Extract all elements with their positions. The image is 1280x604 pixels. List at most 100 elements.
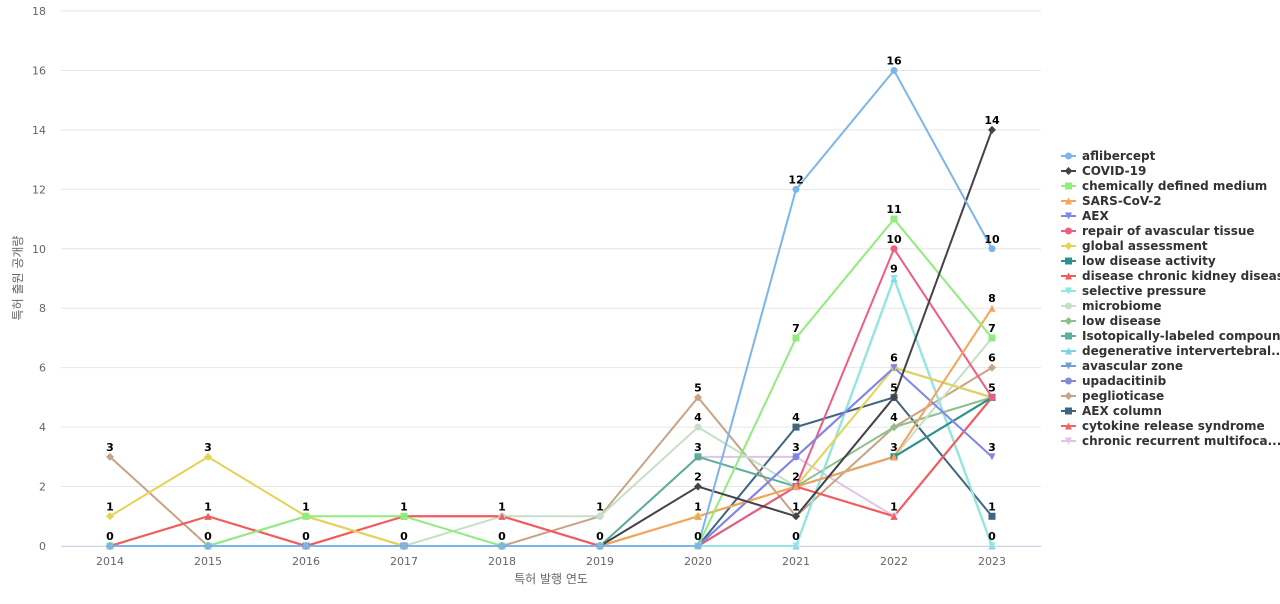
legend-item-disease-chronic-kidney-disease[interactable]: disease chronic kidney disease <box>1061 269 1280 283</box>
data-labels: 3103101010101054321012743210161110965431… <box>106 54 1000 543</box>
legend-marker <box>1064 317 1073 325</box>
data-label: 1 <box>596 500 604 513</box>
legend-label: AEX column <box>1082 404 1162 418</box>
legend-label: global assessment <box>1082 239 1208 253</box>
data-point-peglioticase <box>106 452 114 461</box>
legend-marker <box>1065 377 1072 385</box>
series-line-low-disease <box>110 396 993 547</box>
legend-item-avascular-zone[interactable]: avascular zone <box>1061 359 1183 373</box>
data-point-aex <box>890 364 898 372</box>
data-point-aflibercept <box>302 542 310 550</box>
legend-item-aflibercept[interactable]: aflibercept <box>1061 149 1156 163</box>
data-point-chemically-defined-medium <box>400 512 408 520</box>
x-tick-label: 2017 <box>390 555 418 568</box>
data-label: 3 <box>694 441 702 454</box>
x-tick-label: 2023 <box>978 555 1006 568</box>
data-point-covid-19 <box>694 482 702 491</box>
legend-item-isotopically-labeled-compound[interactable]: Isotopically-labeled compound <box>1061 329 1280 343</box>
legend-marker <box>1064 392 1073 400</box>
legend-marker <box>1065 287 1072 295</box>
data-label: 3 <box>204 441 212 454</box>
legend-item-chronic-recurrent-multifoca[interactable]: chronic recurrent multifoca... <box>1061 434 1280 448</box>
data-point-sars-cov-2 <box>694 512 702 520</box>
legend-label: aflibercept <box>1082 149 1156 163</box>
series-line-peglioticase <box>109 366 993 547</box>
x-tick-label: 2018 <box>488 555 516 568</box>
data-label: 1 <box>204 500 212 513</box>
legend-item-microbiome[interactable]: microbiome <box>1061 299 1161 313</box>
data-label: 10 <box>984 233 1000 246</box>
data-label: 1 <box>694 500 702 513</box>
series-line-aex-column <box>110 396 993 547</box>
series-line-microbiome <box>110 337 993 547</box>
x-tick-label: 2022 <box>880 555 908 568</box>
legend-item-upadacitinib[interactable]: upadacitinib <box>1061 374 1167 388</box>
data-point-aflibercept <box>988 245 996 253</box>
data-point-sars-cov-2 <box>988 304 996 312</box>
data-label: 2 <box>792 471 800 484</box>
data-point-disease-chronic-kidney-disease <box>204 512 212 520</box>
y-tick-label: 0 <box>39 540 46 553</box>
data-label: 1 <box>792 500 800 513</box>
x-axis-title: 특허 발행 연도 <box>514 571 588 586</box>
legend-item-low-disease[interactable]: low disease <box>1061 314 1161 328</box>
data-point-peglioticase <box>694 393 702 402</box>
legend-marker <box>1065 212 1072 220</box>
x-tick-label: 2014 <box>96 555 124 568</box>
data-label: 7 <box>792 322 800 335</box>
series-line-aflibercept <box>110 69 993 547</box>
legend-label: low disease activity <box>1082 254 1216 268</box>
legend-item-chemically-defined-medium[interactable]: chemically defined medium <box>1061 179 1267 193</box>
data-point-global-assessment <box>204 452 212 461</box>
legend-marker <box>1065 152 1072 160</box>
data-label: 9 <box>890 263 898 276</box>
y-tick-label: 16 <box>32 64 46 77</box>
legend-item-covid-19[interactable]: COVID-19 <box>1061 164 1146 178</box>
series-line-global-assessment <box>109 366 993 547</box>
legend-item-cytokine-release-syndrome[interactable]: cytokine release syndrome <box>1061 419 1265 433</box>
data-point-aflibercept <box>204 542 212 550</box>
data-point-repair-of-avascular-tissue <box>988 393 996 401</box>
legend-label: degenerative intervertebral... <box>1082 344 1280 358</box>
legend-label: selective pressure <box>1082 284 1206 298</box>
series-markers <box>106 66 996 550</box>
series-line-upadacitinib <box>110 366 993 547</box>
legend-label: upadacitinib <box>1082 374 1167 388</box>
x-tick-label: 2016 <box>292 555 320 568</box>
legend-item-aex-column[interactable]: AEX column <box>1061 404 1162 418</box>
legend-item-global-assessment[interactable]: global assessment <box>1061 239 1208 253</box>
data-label: 10 <box>886 233 902 246</box>
legend-marker <box>1065 257 1072 265</box>
data-point-aflibercept <box>106 542 114 550</box>
legend-item-low-disease-activity[interactable]: low disease activity <box>1061 254 1216 268</box>
legend-item-repair-of-avascular-tissue[interactable]: repair of avascular tissue <box>1061 224 1255 238</box>
data-point-isotopically-labeled-compound <box>694 453 702 461</box>
data-point-chemically-defined-medium <box>988 334 996 342</box>
data-label: 3 <box>988 441 996 454</box>
x-tick-label: 2019 <box>586 555 614 568</box>
legend-marker <box>1065 437 1072 445</box>
data-label: 6 <box>988 352 996 365</box>
legend-item-selective-pressure[interactable]: selective pressure <box>1061 284 1206 298</box>
data-label: 6 <box>890 352 898 365</box>
data-label: 0 <box>694 530 702 543</box>
y-tick-label: 8 <box>39 302 46 315</box>
data-point-sars-cov-2 <box>792 483 800 491</box>
legend-item-peglioticase[interactable]: peglioticase <box>1061 389 1164 403</box>
legend-item-sars-cov-2[interactable]: SARS-CoV-2 <box>1061 194 1162 208</box>
legend-item-degenerative-intervertebral[interactable]: degenerative intervertebral... <box>1061 344 1280 358</box>
legend-label: avascular zone <box>1082 359 1183 373</box>
data-point-covid-19 <box>988 125 996 134</box>
legend-item-aex[interactable]: AEX <box>1061 209 1109 223</box>
y-axis-title: 특허 출원 공개량 <box>11 236 25 321</box>
legend-label: low disease <box>1082 314 1161 328</box>
legend-marker <box>1065 302 1072 310</box>
y-tick-label: 2 <box>39 481 46 494</box>
data-label: 5 <box>694 381 702 394</box>
legend-marker <box>1065 362 1072 370</box>
data-point-microbiome <box>694 423 702 431</box>
legend-label: microbiome <box>1082 299 1161 313</box>
data-label: 0 <box>988 530 996 543</box>
